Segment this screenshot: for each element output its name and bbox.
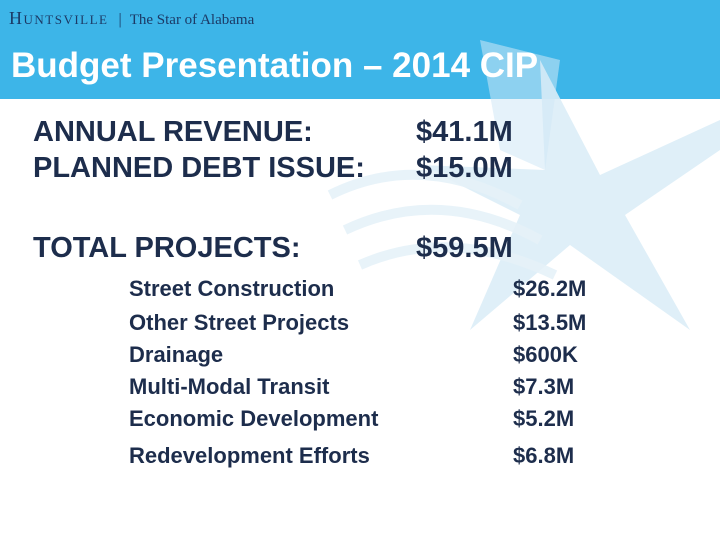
- project-label: Street Construction: [129, 276, 335, 301]
- project-row: Economic Development $5.2M: [129, 405, 574, 433]
- summary-label: TOTAL PROJECTS:: [33, 232, 301, 264]
- project-row: Other Street Projects $13.5M: [129, 309, 586, 337]
- summary-label: PLANNED DEBT ISSUE:: [33, 152, 365, 184]
- project-label: Multi-Modal Transit: [129, 374, 330, 399]
- project-row: Drainage $600K: [129, 341, 578, 369]
- summary-label: ANNUAL REVENUE:: [33, 116, 313, 148]
- summary-row-planned-debt: PLANNED DEBT ISSUE: $15.0M: [33, 150, 513, 186]
- slide-title: Budget Presentation – 2014 CIP: [11, 46, 539, 85]
- project-value: $7.3M: [513, 374, 575, 399]
- brand-line: Huntsville | The Star of Alabama: [9, 8, 254, 30]
- project-value: $13.5M: [513, 310, 587, 335]
- project-value: $5.2M: [513, 406, 575, 431]
- project-label: Drainage: [129, 342, 224, 367]
- brand-tagline: The Star of Alabama: [129, 12, 255, 28]
- project-label: Economic Development: [129, 406, 379, 431]
- project-label: Other Street Projects: [129, 310, 350, 335]
- brand-city: Huntsville: [9, 8, 109, 28]
- summary-row-annual-revenue: ANNUAL REVENUE: $41.1M: [33, 114, 513, 150]
- summary-row-total-projects: TOTAL PROJECTS: $59.5M: [33, 230, 513, 266]
- project-value: $600K: [513, 342, 578, 367]
- project-row: Street Construction $26.2M: [129, 275, 586, 303]
- project-row: Multi-Modal Transit $7.3M: [129, 373, 574, 401]
- project-value: $26.2M: [513, 276, 587, 301]
- project-label: Redevelopment Efforts: [129, 443, 370, 468]
- summary-value: $41.1M: [416, 116, 513, 148]
- summary-value: $59.5M: [416, 232, 513, 264]
- summary-value: $15.0M: [416, 152, 513, 184]
- project-row: Redevelopment Efforts $6.8M: [129, 442, 574, 470]
- header-band: [0, 0, 720, 99]
- brand-separator: |: [118, 11, 122, 28]
- project-value: $6.8M: [513, 443, 575, 468]
